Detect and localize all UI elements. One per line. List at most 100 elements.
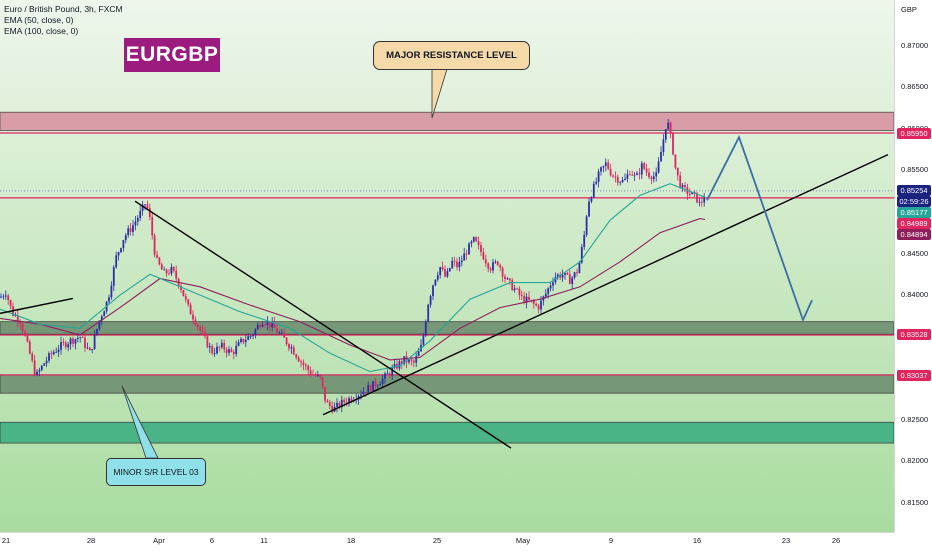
price-tag: 0.85950 <box>897 127 931 139</box>
candle-body <box>516 288 518 290</box>
candle-body <box>408 359 410 363</box>
candle-body <box>506 278 509 280</box>
candle-body <box>405 356 408 363</box>
candle-body <box>100 316 103 321</box>
candle-body <box>76 337 79 340</box>
down-trendline <box>134 200 512 449</box>
candle-body <box>242 338 245 343</box>
candle-body <box>194 319 197 325</box>
candle-body <box>268 321 271 328</box>
candle-body <box>60 342 62 350</box>
x-tick-label: 16 <box>692 536 702 545</box>
candle-body <box>482 252 485 260</box>
candle-body <box>271 321 274 328</box>
candle-body <box>110 285 113 298</box>
major-resistance-callout: MAJOR RESISTANCE LEVEL <box>373 41 530 70</box>
price-axis[interactable]: GBP 0.870000.865000.860000.855000.850000… <box>894 0 932 532</box>
candle-body <box>568 274 571 285</box>
candle-body <box>9 300 12 307</box>
candle-body <box>134 221 137 226</box>
candle-body <box>513 288 516 291</box>
zone-grey-support <box>0 321 894 335</box>
plot-area[interactable] <box>0 0 894 532</box>
candle-body <box>585 216 588 235</box>
price-tag: 0.85177 <box>897 207 931 219</box>
candle-body <box>403 356 406 364</box>
candle-body <box>232 351 235 355</box>
candle-body <box>540 300 542 310</box>
candle-body <box>343 399 346 403</box>
candle-body <box>578 262 581 274</box>
candle-body <box>158 257 161 265</box>
candle-body <box>379 384 382 386</box>
candle-body <box>336 402 338 407</box>
candle-body <box>628 174 631 176</box>
candle-body <box>26 335 29 342</box>
candle-body <box>398 361 401 369</box>
candle-body <box>612 175 614 177</box>
candle-body <box>703 197 706 203</box>
candle-body <box>424 321 427 336</box>
candle-body <box>292 347 295 355</box>
candle-body <box>528 296 530 300</box>
candle-body <box>372 381 374 391</box>
candle-body <box>504 276 506 280</box>
candle-body <box>556 274 559 278</box>
price-chart-svg <box>0 68 894 459</box>
candle-body <box>14 315 17 317</box>
candle-body <box>441 267 444 270</box>
candle-body <box>62 342 65 343</box>
candle-body <box>153 235 156 255</box>
candle-body <box>415 356 418 363</box>
candle-body <box>160 264 163 270</box>
candle-body <box>36 371 38 375</box>
candle-body <box>52 352 55 355</box>
candle-body <box>439 267 442 276</box>
candle-body <box>72 338 74 344</box>
candle-body <box>592 183 595 198</box>
candle-body <box>340 399 343 408</box>
ema50-line <box>0 183 706 373</box>
candle-body <box>621 179 624 183</box>
candle-body <box>67 344 70 348</box>
candle-body <box>312 374 314 376</box>
candle-body <box>657 161 660 173</box>
candle-body <box>465 253 468 255</box>
candle-body <box>664 129 667 140</box>
candle-body <box>300 361 302 363</box>
candle-body <box>633 174 636 176</box>
candle-body <box>626 174 629 179</box>
candle-body <box>511 280 514 291</box>
axis-currency-label: GBP <box>901 5 917 14</box>
candle-body <box>283 332 286 338</box>
candle-body <box>165 269 168 274</box>
candle-body <box>163 269 166 271</box>
zone-minor-s-r <box>0 421 894 444</box>
candle-body <box>146 204 149 208</box>
candle-body <box>662 139 665 153</box>
y-tick-label: 0.82500 <box>901 414 929 424</box>
candle-body <box>199 326 202 331</box>
candle-body <box>285 337 288 345</box>
symbol-badge: EURGBP <box>124 38 220 72</box>
candle-body <box>81 337 84 339</box>
time-axis[interactable]: 21 28 Apr 6 11 18 25 May 9 16 23 26 <box>0 532 894 551</box>
candle-body <box>261 324 264 327</box>
candle-body <box>643 163 646 169</box>
candle-body <box>235 345 238 355</box>
candle-body <box>660 152 662 162</box>
candle-body <box>602 165 605 168</box>
candle-body <box>213 353 216 354</box>
candle-body <box>688 194 691 195</box>
candle-body <box>648 172 650 178</box>
major-callout-pointer <box>431 68 448 119</box>
candle-body <box>508 278 511 281</box>
candle-body <box>525 296 528 303</box>
x-tick-label: 11 <box>260 536 268 545</box>
candle-body <box>448 268 451 272</box>
candle-body <box>650 177 653 180</box>
candle-body <box>640 163 643 175</box>
candle-body <box>168 273 170 275</box>
candle-body <box>331 405 334 412</box>
